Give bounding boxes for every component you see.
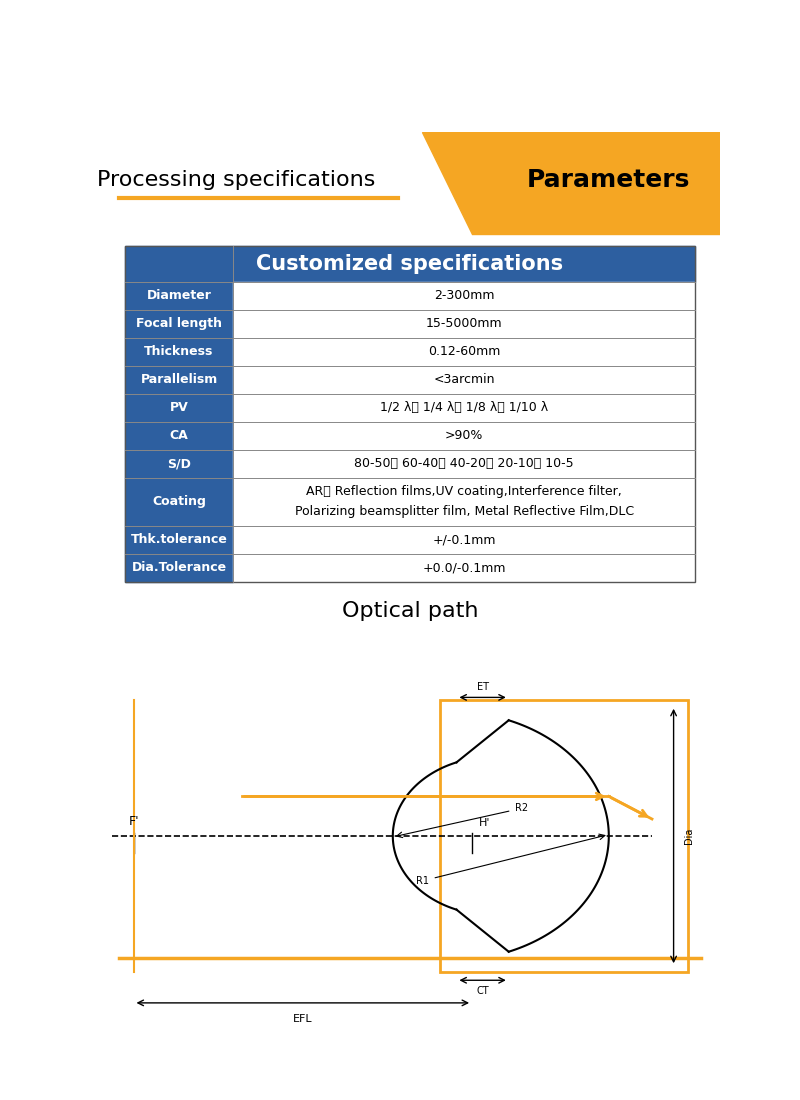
Polygon shape [234,310,695,338]
Polygon shape [422,132,720,233]
Text: Thk.tolerance: Thk.tolerance [130,534,227,547]
Text: 0.12-60mm: 0.12-60mm [428,345,501,359]
Polygon shape [234,450,695,477]
Text: R1: R1 [416,877,429,887]
Text: Polarizing beamsplitter film, Metal Reflective Film,DLC: Polarizing beamsplitter film, Metal Refl… [294,505,634,518]
Polygon shape [234,282,695,310]
Polygon shape [125,338,234,366]
Polygon shape [234,421,695,450]
Polygon shape [234,394,695,421]
Polygon shape [125,421,234,450]
Polygon shape [125,366,234,394]
Text: Optical path: Optical path [342,601,478,620]
Text: 15-5000mm: 15-5000mm [426,317,502,330]
Text: ET: ET [477,682,489,692]
Text: CT: CT [476,986,489,996]
Text: <3arcmin: <3arcmin [434,373,495,386]
Polygon shape [234,366,695,394]
Polygon shape [125,394,234,421]
Text: Dia.Tolerance: Dia.Tolerance [131,561,226,574]
Polygon shape [234,477,695,526]
Text: Customized specifications: Customized specifications [257,254,563,274]
Text: Focal length: Focal length [136,317,222,330]
Polygon shape [125,526,234,553]
Text: >90%: >90% [445,429,483,442]
Polygon shape [125,310,234,338]
Polygon shape [125,477,234,526]
Text: EFL: EFL [293,1014,313,1024]
Text: Parameters: Parameters [526,168,690,192]
Text: Processing specifications: Processing specifications [98,170,375,190]
Polygon shape [125,282,234,310]
Text: R2: R2 [515,803,528,813]
Text: CA: CA [170,429,189,442]
Text: H': H' [479,817,490,827]
Text: Parallelism: Parallelism [141,373,218,386]
Text: PV: PV [170,402,189,415]
Polygon shape [125,246,695,282]
Text: +0.0/-0.1mm: +0.0/-0.1mm [422,561,506,574]
Text: 1/2 λ、 1/4 λ、 1/8 λ、 1/10 λ: 1/2 λ、 1/4 λ、 1/8 λ、 1/10 λ [380,402,548,415]
Polygon shape [234,338,695,366]
Text: Coating: Coating [152,495,206,508]
Text: Dia: Dia [685,828,694,844]
Text: Thickness: Thickness [144,345,214,359]
Text: Diameter: Diameter [146,289,211,302]
Text: +/-0.1mm: +/-0.1mm [433,534,496,547]
Polygon shape [234,553,695,582]
Polygon shape [125,553,234,582]
Text: AR、 Reflection films,UV coating,Interference filter,: AR、 Reflection films,UV coating,Interfer… [306,485,622,498]
Polygon shape [125,450,234,477]
Text: 2-300mm: 2-300mm [434,289,494,302]
Text: S/D: S/D [167,458,191,470]
Polygon shape [234,526,695,553]
Text: F': F' [128,814,139,827]
Text: 80-50、 60-40、 40-20、 20-10、 10-5: 80-50、 60-40、 40-20、 20-10、 10-5 [354,458,574,470]
